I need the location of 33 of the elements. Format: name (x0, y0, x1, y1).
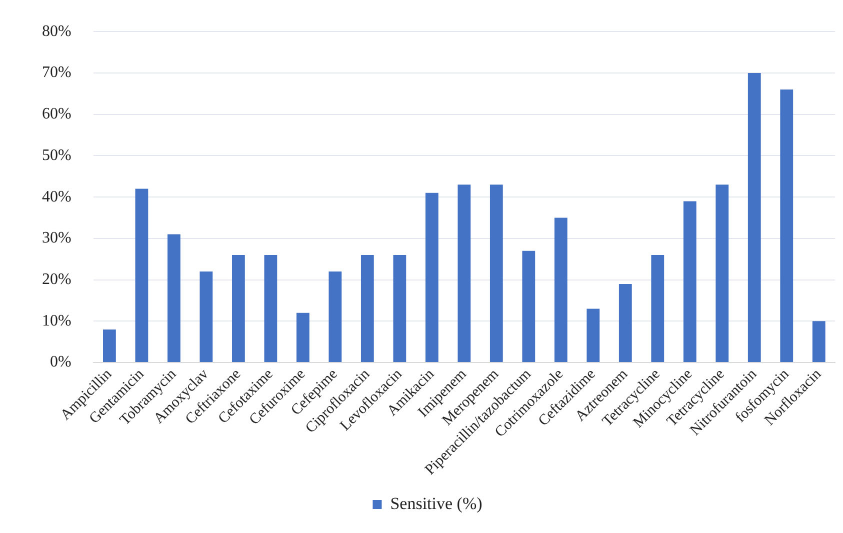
bar (522, 250, 536, 362)
bar (425, 192, 438, 362)
bar (167, 234, 180, 362)
y-tick-label: 20% (42, 271, 72, 288)
bar (135, 188, 148, 362)
y-tick-label: 80% (42, 22, 72, 40)
bar (490, 184, 503, 362)
bar (458, 184, 471, 362)
bar (586, 308, 600, 362)
bar (200, 272, 213, 362)
y-tick-label: 70% (42, 64, 72, 82)
legend-label: Sensitive (%) (390, 494, 482, 513)
y-tick-label: 60% (42, 106, 72, 123)
bar (103, 329, 116, 362)
bar (716, 184, 729, 362)
bar (360, 254, 374, 362)
bar (264, 254, 278, 362)
bar (780, 90, 794, 362)
y-tick-label: 40% (42, 188, 72, 206)
bar (232, 254, 245, 362)
bar (683, 201, 696, 362)
bar (748, 72, 761, 362)
y-tick-label: 10% (42, 312, 72, 330)
y-tick-label: 50% (42, 146, 72, 164)
bar (618, 284, 632, 362)
bar (393, 254, 406, 362)
bar (554, 218, 568, 362)
bar (651, 254, 664, 362)
bar (296, 312, 310, 362)
bar (812, 321, 826, 362)
y-tick-label: 30% (42, 230, 72, 247)
bar (328, 272, 342, 362)
y-tick-label: 0% (50, 354, 72, 371)
